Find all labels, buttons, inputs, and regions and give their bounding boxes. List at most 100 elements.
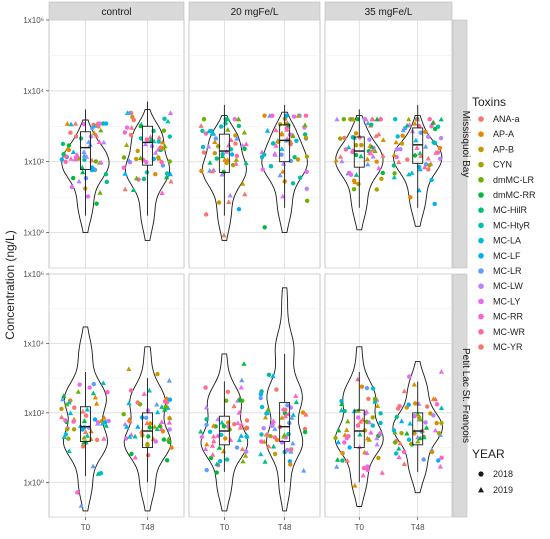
data-point — [418, 153, 424, 158]
data-point — [431, 140, 436, 145]
data-point — [81, 418, 87, 423]
data-point — [216, 445, 222, 450]
data-point — [393, 139, 399, 145]
data-point — [61, 393, 67, 399]
data-point — [98, 159, 104, 165]
legend-toxin-key — [478, 313, 484, 320]
data-point — [67, 410, 74, 416]
data-point — [281, 432, 287, 437]
data-point — [124, 424, 130, 429]
x-tick-label: T48 — [278, 523, 292, 532]
data-point — [63, 418, 68, 423]
data-point — [374, 116, 380, 122]
data-point — [144, 137, 149, 142]
data-point — [394, 451, 399, 456]
data-point — [70, 149, 76, 154]
data-point — [200, 128, 205, 133]
data-point — [259, 432, 264, 437]
legend-toxin-key — [478, 116, 484, 122]
data-point — [243, 424, 249, 430]
y-tick-label: 1x10² — [24, 158, 44, 167]
data-point — [162, 116, 167, 122]
data-point — [304, 169, 309, 174]
data-point — [213, 136, 218, 141]
data-point — [345, 418, 351, 424]
data-point — [124, 142, 130, 147]
data-point — [161, 437, 167, 442]
data-point — [242, 146, 247, 151]
data-point — [147, 425, 152, 430]
data-point — [71, 419, 76, 424]
data-point — [391, 174, 397, 180]
data-point — [272, 426, 278, 431]
data-point — [159, 419, 165, 424]
data-point — [238, 433, 244, 438]
data-point — [338, 407, 345, 413]
y-tick-label: 1x10⁶ — [23, 270, 44, 279]
data-point — [414, 145, 420, 150]
facet-strip-row-label: Missisquoi Bay — [460, 111, 471, 178]
data-point — [391, 428, 397, 433]
data-point — [335, 457, 341, 462]
data-point — [411, 381, 417, 387]
data-point — [272, 152, 278, 157]
data-point — [169, 445, 174, 450]
data-point — [162, 143, 168, 149]
data-point — [126, 158, 132, 163]
data-point — [154, 401, 160, 407]
data-point — [266, 443, 272, 449]
legend-toxin-label: MC-YR — [493, 342, 523, 352]
data-point — [258, 395, 263, 401]
data-point — [155, 371, 160, 377]
data-point — [352, 178, 357, 183]
data-point — [122, 186, 128, 192]
data-point — [88, 436, 94, 442]
y-tick-label: 1x10⁰ — [23, 478, 44, 487]
data-point — [289, 415, 295, 420]
data-point — [273, 127, 279, 133]
data-point — [236, 116, 242, 122]
data-point — [408, 195, 413, 200]
panel-background — [48, 273, 185, 518]
data-point — [104, 179, 110, 185]
data-point — [333, 157, 339, 163]
data-point — [204, 441, 210, 447]
data-point — [380, 153, 386, 158]
data-point — [376, 165, 382, 171]
data-point — [198, 428, 204, 434]
data-point — [241, 129, 247, 135]
data-point — [144, 170, 150, 175]
data-point — [295, 157, 301, 162]
data-point — [356, 415, 361, 420]
data-point — [162, 407, 168, 412]
data-point — [94, 400, 100, 406]
data-point — [84, 433, 90, 438]
data-point — [374, 159, 379, 164]
data-point — [428, 411, 433, 416]
data-point — [138, 124, 143, 129]
data-point — [396, 445, 402, 451]
data-point — [344, 427, 350, 432]
data-point — [204, 212, 209, 217]
box — [412, 412, 424, 446]
data-point — [258, 451, 264, 457]
data-point — [438, 135, 444, 141]
data-point — [164, 171, 170, 176]
data-point — [161, 128, 167, 133]
data-point — [106, 418, 111, 424]
data-point — [61, 152, 66, 157]
data-point — [93, 132, 100, 138]
data-point — [432, 201, 437, 207]
data-point — [147, 134, 153, 140]
data-point — [370, 415, 375, 420]
data-point — [400, 127, 406, 133]
data-point — [340, 458, 345, 463]
data-point — [240, 181, 246, 186]
legend-toxin-label: MC-LW — [493, 281, 523, 291]
data-point — [89, 165, 95, 170]
data-point — [407, 420, 413, 426]
data-point — [439, 455, 444, 460]
data-point — [164, 458, 170, 463]
y-tick-label: 1x10⁰ — [23, 229, 44, 238]
legend-year-title: YEAR — [472, 447, 505, 461]
